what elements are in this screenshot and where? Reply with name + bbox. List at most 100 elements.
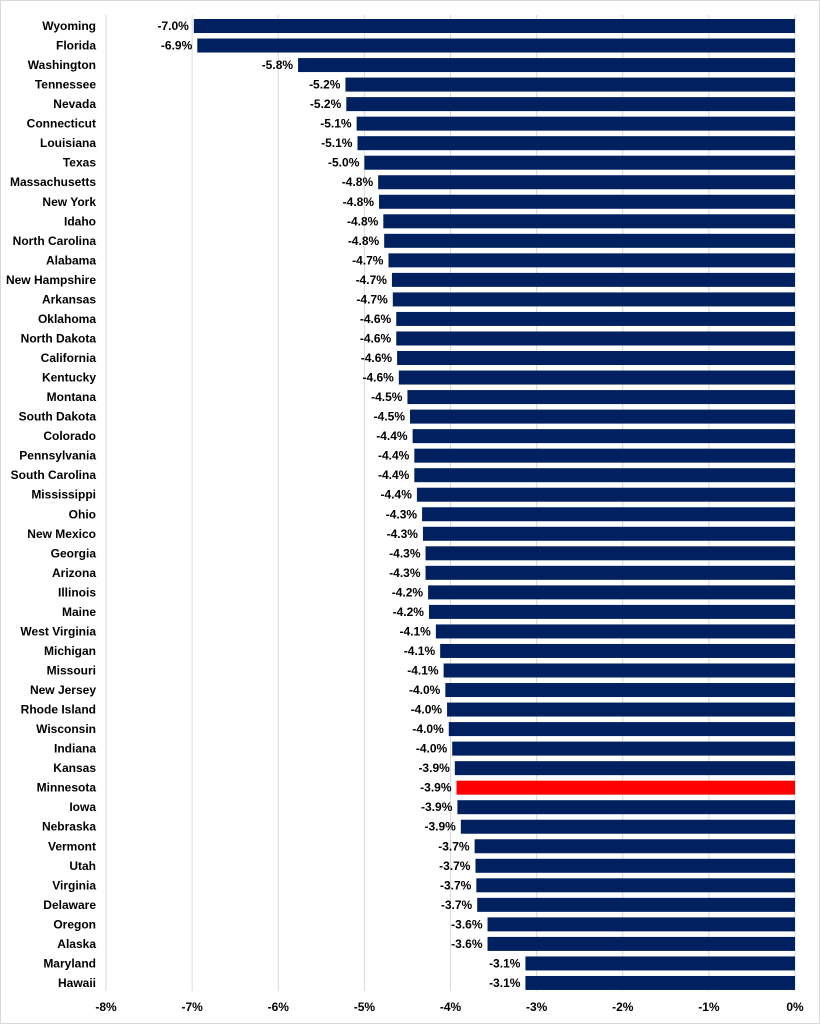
bar — [379, 194, 795, 209]
value-label: -5.0% — [328, 156, 360, 170]
category-label: Idaho — [64, 214, 96, 228]
category-label: New York — [42, 195, 96, 209]
bar — [443, 663, 795, 678]
x-tick-label: 0% — [786, 1000, 804, 1014]
bar — [197, 38, 796, 53]
bar — [460, 819, 795, 834]
category-label: Nebraska — [42, 820, 96, 834]
value-label: -4.2% — [392, 585, 424, 599]
bar — [422, 526, 795, 541]
value-label: -4.0% — [409, 683, 441, 697]
value-label: -5.1% — [321, 136, 353, 150]
value-label: -3.9% — [418, 761, 450, 775]
value-label: -5.8% — [262, 58, 294, 72]
value-label: -4.4% — [381, 488, 413, 502]
bar — [487, 936, 795, 951]
value-label: -4.3% — [387, 527, 419, 541]
bar — [477, 897, 795, 912]
category-label: Vermont — [48, 839, 96, 853]
value-label: -3.1% — [489, 956, 521, 970]
category-label: Alaska — [57, 937, 96, 951]
value-label: -3.7% — [441, 898, 473, 912]
category-label: Oregon — [53, 917, 96, 931]
category-label: Massachusetts — [10, 175, 96, 189]
category-label: Oklahoma — [38, 312, 96, 326]
value-label: -4.0% — [416, 742, 448, 756]
category-label: South Dakota — [19, 410, 97, 424]
bar — [447, 702, 795, 717]
bar — [396, 311, 795, 326]
value-label: -3.7% — [440, 878, 472, 892]
bar — [435, 624, 795, 639]
bar — [384, 233, 795, 248]
bar — [525, 975, 795, 990]
bars — [193, 19, 796, 990]
bar — [454, 761, 795, 776]
value-label: -4.8% — [342, 175, 374, 189]
category-label: South Carolina — [11, 468, 97, 482]
category-label: Maryland — [43, 956, 96, 970]
value-label: -3.7% — [439, 859, 471, 873]
value-label: -4.4% — [378, 449, 410, 463]
value-label: -4.8% — [348, 234, 380, 248]
x-axis-tick-labels: -8% -7% -6% -5% -4% -3% -2% -1% 0% — [95, 1000, 804, 1014]
x-tick-label: -8% — [95, 1000, 117, 1014]
bar — [397, 351, 795, 366]
category-label: Pennsylvania — [19, 449, 96, 463]
bar — [425, 546, 795, 561]
value-label: -3.1% — [489, 976, 521, 990]
category-label: Hawaii — [58, 976, 96, 990]
category-label: Illinois — [58, 585, 96, 599]
value-label: -4.7% — [356, 292, 388, 306]
category-label: Mississippi — [31, 488, 96, 502]
category-label: Iowa — [69, 800, 96, 814]
bar — [396, 331, 795, 346]
bar — [525, 956, 795, 971]
category-label: Michigan — [44, 644, 96, 658]
bar — [346, 97, 795, 112]
bar — [452, 741, 795, 756]
value-label: -3.7% — [438, 839, 470, 853]
category-label: Alabama — [46, 253, 96, 267]
value-label: -4.7% — [356, 273, 388, 287]
category-label: Arkansas — [42, 292, 96, 306]
bar — [392, 292, 795, 307]
value-label: -4.1% — [404, 644, 436, 658]
category-label: North Dakota — [21, 331, 97, 345]
bar — [448, 722, 795, 737]
category-label: Washington — [28, 58, 96, 72]
x-tick-label: -3% — [526, 1000, 548, 1014]
value-label: -4.1% — [407, 663, 439, 677]
category-label: California — [41, 351, 97, 365]
value-label: -4.4% — [378, 468, 410, 482]
bar — [193, 19, 795, 33]
category-label: Louisiana — [40, 136, 96, 150]
value-label: -3.6% — [451, 917, 483, 931]
value-label: -3.9% — [424, 820, 456, 834]
category-label: North Carolina — [13, 234, 97, 248]
category-label: Kentucky — [42, 371, 96, 385]
bar — [487, 917, 795, 932]
category-label: Utah — [69, 859, 96, 873]
category-label: Colorado — [43, 429, 96, 443]
bar — [383, 214, 795, 229]
value-label: -3.9% — [420, 781, 452, 795]
category-label: Rhode Island — [21, 703, 96, 717]
value-label: -4.3% — [386, 507, 418, 521]
value-label: -4.5% — [374, 410, 406, 424]
value-label: -5.1% — [320, 117, 352, 131]
category-label: Nevada — [53, 97, 96, 111]
category-label: Montana — [47, 390, 97, 404]
value-label: -4.5% — [371, 390, 403, 404]
value-label: -4.3% — [389, 546, 421, 560]
category-label: Wyoming — [42, 19, 96, 33]
category-label: Arizona — [52, 566, 96, 580]
bar — [475, 858, 795, 873]
category-label: Kansas — [53, 761, 96, 775]
value-label: -4.3% — [389, 566, 421, 580]
bar — [428, 585, 795, 600]
x-tick-label: -2% — [612, 1000, 634, 1014]
value-label: -5.2% — [309, 78, 341, 92]
value-label: -4.1% — [399, 624, 431, 638]
